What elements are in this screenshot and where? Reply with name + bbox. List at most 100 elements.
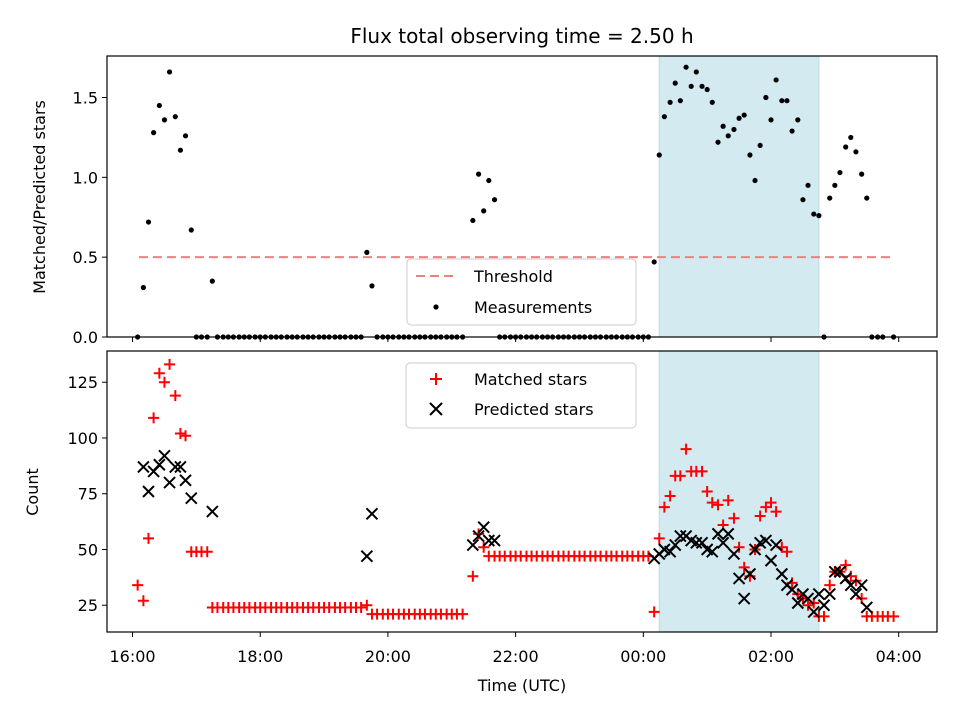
matched-star-point [361,599,373,611]
measurement-point [704,86,710,93]
predicted-star-point [817,599,831,612]
measurement-point [661,114,667,120]
measurement-point [741,112,747,118]
measurement-point [800,197,806,203]
matched-star-point [701,486,713,497]
predicted-star-point [674,529,687,543]
legend-measurements-swatch [433,304,439,310]
predicted-star-point [488,534,501,547]
measurement-point [481,208,487,214]
measurement-point [789,128,795,134]
measurement-point [837,169,843,176]
matched-star-point [802,599,814,611]
measurement-point [816,213,822,219]
matched-star-point [765,497,777,509]
measurement-point [827,195,833,201]
x-tick-label: 16:00 [109,647,155,666]
predicted-star-point [706,545,719,558]
top-y-ticks: 0.0 0.5 1.0 1.5 [73,89,107,347]
matched-star-point [355,601,367,613]
matched-star-point [888,610,900,622]
measurement-point [709,99,715,105]
y-tick-label: 100 [67,429,98,448]
measurement-point [166,69,173,75]
predicted-star-point [737,592,751,605]
measurement-point [475,171,482,177]
top-y-axis-label: Matched/Predicted stars [30,100,49,294]
legend-threshold-label: Threshold [473,267,553,286]
top-data-points [135,64,897,340]
bottom-highlight-span [658,350,820,633]
measurement-point [864,195,870,201]
measurement-point [656,152,662,158]
measurement-point [784,98,790,104]
predicted-star-point [169,460,182,474]
matched-star-point [158,376,170,388]
measurement-point [843,144,849,150]
measurement-point [491,197,498,203]
predicted-star-point [860,601,873,614]
matched-star-point [770,506,782,518]
predicted-star-point [360,549,374,563]
measurement-point [677,98,683,104]
bottom-x-ticks: 16:00 18:00 20:00 22:00 00:00 02:00 04:00 [109,632,922,666]
top-legend: Threshold Measurements [406,258,637,326]
predicted-star-point [690,536,703,550]
measurement-point [651,259,657,265]
measurement-point [486,177,492,184]
y-tick-label: 0.0 [73,328,98,347]
measurement-point [182,133,189,139]
matched-star-point [467,570,479,582]
matched-star-point [169,390,181,402]
measurement-point [725,133,731,139]
predicted-star-point [722,527,735,541]
y-tick-label: 25 [78,596,98,615]
measurement-point [715,139,721,145]
matched-star-point [137,595,149,607]
predicted-star-point [472,529,485,543]
chart-title: Flux total observing time = 2.50 h [350,24,693,48]
top-panel: Flux total observing time = 2.50 h 0.00.… [30,24,938,347]
matched-star-point [180,430,192,442]
matched-star-point [648,606,660,618]
measurement-point [848,134,854,141]
predicted-star-point [695,536,709,550]
y-tick-label: 1.5 [73,89,98,108]
matched-star-point [840,559,852,571]
y-tick-label: 50 [78,540,98,559]
measurement-point [752,177,758,184]
measurement-point [688,83,694,89]
measurement-point [795,117,801,123]
matched-star-point [478,541,490,553]
matched-star-point [148,412,160,424]
bottom-legend-frame [405,362,637,429]
matched-star-point [132,579,144,591]
x-axis-label: Time (UTC) [477,676,566,695]
matched-star-point [653,532,665,544]
predicted-star-point [477,520,490,534]
matched-star-point [696,465,708,477]
measurement-point [853,149,859,155]
x-tick-label: 20:00 [365,647,411,666]
predicted-star-point [769,538,783,552]
predicted-star-point [791,596,805,610]
predicted-star-point [137,460,150,474]
y-tick-label: 0.5 [73,248,98,267]
y-tick-label: 75 [78,485,98,504]
measurement-point [779,98,785,104]
measurement-point [805,182,811,188]
matched-star-point [818,610,830,622]
matched-star-point [674,470,686,482]
measurement-point [667,99,673,105]
y-tick-label: 1.0 [73,168,98,187]
matched-star-point [658,501,670,513]
measurement-point [188,227,194,233]
measurement-point [683,64,689,70]
matched-star-point [824,579,836,591]
predicted-star-point [748,543,762,556]
measurement-point [747,152,753,158]
x-tick-label: 18:00 [237,647,283,666]
measurement-point [151,130,157,136]
measurement-point [369,283,375,289]
measurement-point [699,83,705,89]
